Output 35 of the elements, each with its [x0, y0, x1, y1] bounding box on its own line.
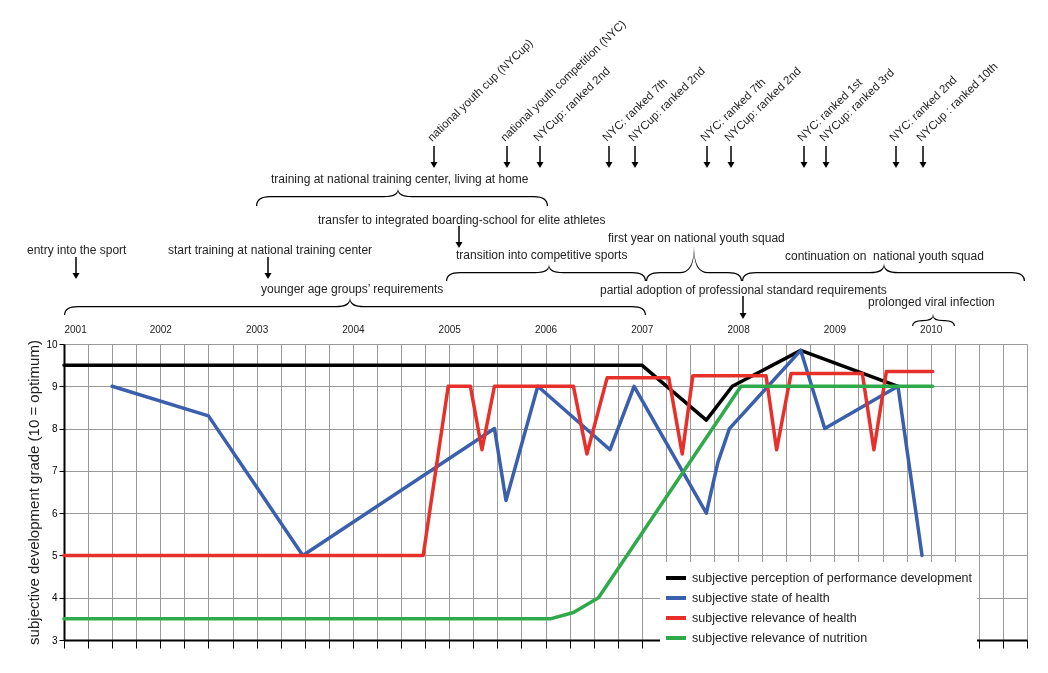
text: partial adoption of professional standard requirements — [600, 283, 887, 297]
legend-label: subjective perception of performance development — [692, 571, 973, 585]
text: training at national training center, living at home — [271, 172, 529, 186]
y-tick-label: 5 — [51, 549, 58, 561]
x-tick-label: 2001 — [64, 323, 88, 335]
text: transition into competitive sports — [456, 248, 628, 262]
text: prolonged viral infection — [868, 295, 995, 309]
x-tick-label: 2008 — [727, 323, 751, 335]
x-tick-label: 2003 — [245, 323, 269, 335]
text: younger age groups’ requirements — [261, 282, 444, 296]
x-tick-label: 2004 — [342, 323, 365, 335]
text: transfer to integrated boarding-school for elite athletes — [318, 213, 606, 227]
x-tick-label: 2009 — [823, 323, 847, 335]
text: first year on national youth squad — [608, 231, 785, 245]
legend-label: subjective relevance of nutrition — [692, 631, 868, 645]
x-tick-label: 2006 — [534, 323, 558, 335]
y-tick-label: 7 — [51, 465, 58, 477]
legend-label: subjective relevance of health — [692, 611, 857, 625]
y-tick-label: 6 — [51, 507, 58, 519]
y-tick-label: 3 — [51, 634, 58, 646]
y-tick-label: 9 — [51, 380, 58, 392]
legend-label: subjective state of health — [692, 591, 830, 605]
y-axis-title: subjective development grade (10 = optimum) — [25, 340, 43, 645]
x-tick-label: 2005 — [438, 323, 462, 335]
x-tick-label: 2010 — [920, 323, 943, 335]
text: entry into the sport — [27, 243, 128, 257]
text: continuation on national youth squad — [785, 249, 984, 263]
line-series — [110, 348, 924, 558]
y-tick-label: 10 — [46, 338, 58, 350]
line-series — [62, 369, 935, 558]
y-tick-label: 8 — [51, 423, 58, 435]
x-tick-label: 2007 — [631, 323, 654, 335]
y-tick-label: 4 — [51, 592, 58, 604]
x-tick-label: 2002 — [149, 323, 173, 335]
text: start training at national training center — [168, 243, 373, 257]
